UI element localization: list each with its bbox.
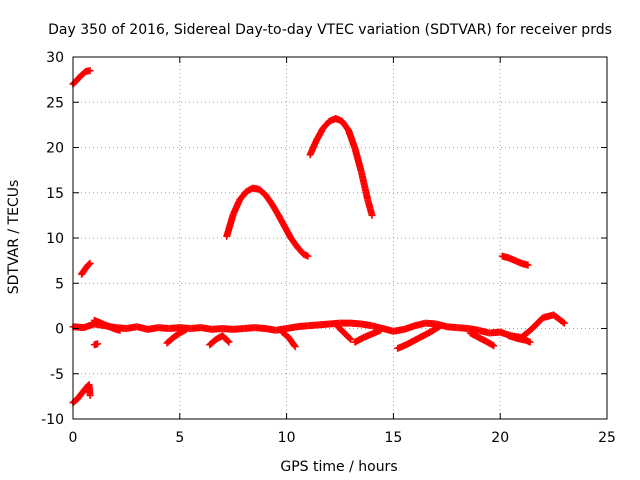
series-arc-d	[90, 340, 102, 349]
data-point	[304, 252, 312, 260]
data-point-trail	[78, 385, 89, 397]
data-point-trail	[351, 146, 365, 174]
data-point-trail	[529, 315, 546, 331]
series-arc-f	[306, 115, 376, 219]
data-point-trail	[70, 396, 80, 406]
data-point-trail	[320, 118, 332, 131]
series-drift-8	[466, 329, 498, 350]
data-point-trail	[345, 128, 358, 151]
series-baseline	[69, 311, 568, 342]
data-point-trail	[523, 337, 533, 345]
y-tick-label: 10	[46, 231, 64, 247]
axis-ticks: 0 5 10 15 20 25 -10 -5 0 5 10 15 20 25 30	[41, 50, 616, 446]
data-point	[526, 338, 534, 346]
x-tick-label: 25	[598, 430, 616, 446]
x-tick-label: 10	[278, 430, 296, 446]
x-tick-label: 0	[69, 430, 78, 446]
data-point-trail	[82, 262, 91, 273]
data-point-trail	[551, 312, 567, 326]
data-point-trail	[74, 391, 85, 402]
data-point	[524, 261, 532, 269]
data-point	[94, 340, 102, 348]
data-point-trail	[341, 330, 354, 342]
data-point	[377, 326, 385, 334]
data-points	[69, 67, 568, 407]
y-tick-label: 20	[46, 141, 64, 157]
data-point-trail	[74, 72, 84, 82]
data-point-trail	[429, 323, 443, 334]
data-point-trail	[256, 186, 268, 198]
data-point-trail	[220, 333, 232, 345]
data-point-trail	[339, 119, 352, 133]
y-tick-label: -5	[50, 367, 64, 383]
series-arc-c	[69, 381, 94, 407]
data-point	[116, 326, 124, 334]
y-tick-label: 0	[55, 322, 64, 338]
series-drift-1	[90, 316, 124, 334]
x-tick-label: 5	[175, 430, 184, 446]
data-point-trail	[70, 77, 80, 87]
series-drift-6	[351, 326, 385, 346]
data-point	[225, 338, 233, 346]
x-tick-label: 15	[384, 430, 402, 446]
data-point-trail	[207, 336, 219, 348]
data-point-trail	[294, 244, 307, 257]
data-point	[86, 391, 94, 399]
data-point-trail	[358, 169, 371, 202]
series-arc-a	[69, 67, 94, 88]
data-point-trail	[268, 201, 281, 217]
data-point-trail	[335, 324, 347, 336]
series-drift-5	[334, 323, 355, 343]
chart-title: Day 350 of 2016, Sidereal Day-to-day VTE…	[48, 22, 612, 38]
data-point-trail	[237, 189, 249, 203]
y-tick-label: 15	[46, 186, 64, 202]
data-point	[347, 335, 355, 343]
series-arc-g	[498, 252, 532, 269]
x-axis-label: GPS time / hours	[280, 459, 397, 475]
y-tick-label: 5	[55, 276, 64, 292]
data-point-trail	[262, 192, 275, 206]
data-point	[86, 259, 94, 267]
data-point-trail	[171, 330, 183, 341]
data-point-trail	[223, 212, 237, 239]
data-point	[560, 319, 568, 327]
series-drift-7	[394, 322, 444, 352]
x-tick-label: 20	[491, 430, 509, 446]
y-tick-label: 25	[46, 95, 64, 111]
data-point-trail	[364, 198, 376, 218]
data-point-trail	[164, 334, 176, 346]
y-tick-label: 30	[46, 50, 64, 66]
series-arc-b	[78, 259, 94, 278]
series-arc-e	[223, 184, 312, 260]
data-point	[182, 325, 190, 333]
data-point	[436, 322, 444, 330]
data-point-trail	[85, 260, 93, 268]
data-point	[86, 67, 94, 75]
data-point	[291, 343, 299, 351]
data-point-trail	[286, 335, 298, 349]
series-drift-9	[505, 332, 534, 346]
data-point-trail	[301, 251, 311, 259]
data-point-trail	[79, 68, 89, 78]
y-tick-label: -10	[41, 412, 64, 428]
data-point-trail	[279, 329, 292, 341]
series-drift-2	[163, 325, 190, 347]
data-point	[368, 211, 376, 219]
data-point	[490, 342, 498, 350]
series-drift-4	[278, 328, 299, 351]
series-drift-3	[206, 332, 233, 349]
grid-lines	[73, 57, 607, 419]
data-point-trail	[78, 267, 88, 277]
data-point-trail	[288, 235, 300, 250]
y-axis-label: SDTVAR / TECUs	[6, 180, 22, 295]
